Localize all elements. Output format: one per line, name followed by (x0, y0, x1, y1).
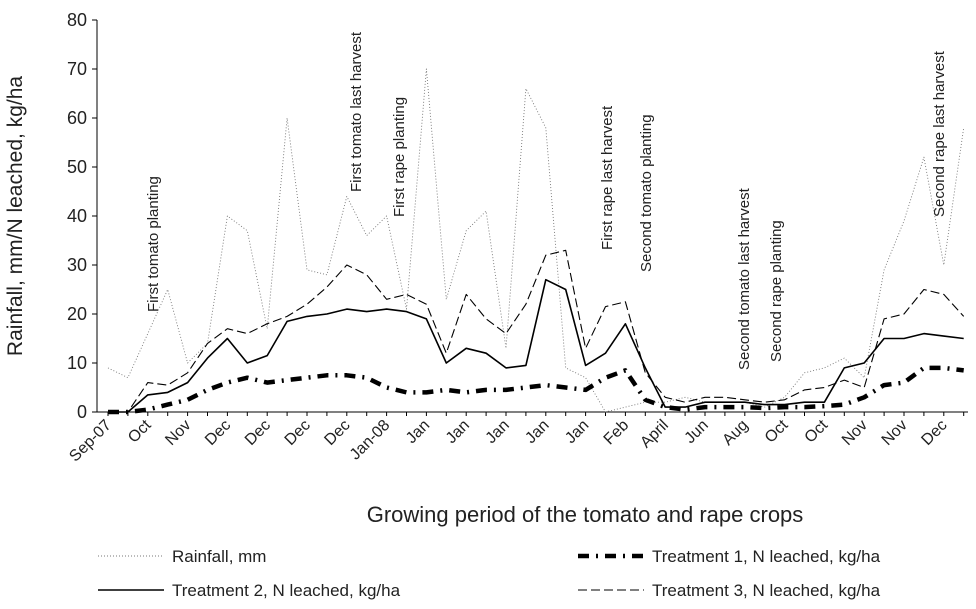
y-tick-label: 70 (67, 59, 87, 79)
x-tick-label: Dec (282, 417, 314, 449)
y-tick-label: 0 (77, 402, 87, 422)
x-tick-label: Jan (562, 417, 592, 447)
x-tick-label: Nov (162, 417, 194, 449)
y-axis-title: Rainfall, mm/N leached, kg/ha (4, 76, 27, 356)
x-tick-label: Nov (879, 417, 911, 449)
y-tick-label: 40 (67, 206, 87, 226)
x-tick-label: Jun (682, 417, 712, 447)
x-tick-label: Dec (242, 417, 274, 449)
x-tick-label: Jan (443, 417, 473, 447)
y-tick-label: 50 (67, 157, 87, 177)
annotation: First rape planting (391, 97, 408, 217)
annotation: First tomato last harvest (348, 31, 365, 192)
x-axis-title: Growing period of the tomato and rape cr… (367, 502, 804, 527)
x-tick-label: Oct (125, 416, 155, 446)
annotation: Second rape planting (768, 220, 785, 362)
annotation: Second tomato last harvest (736, 187, 753, 370)
series-line (108, 365, 964, 415)
legend-label: Rainfall, mm (172, 547, 266, 566)
x-tick-label: Aug (719, 417, 751, 449)
annotation: First rape last harvest (599, 105, 616, 250)
x-tick-label: Sep-07 (66, 417, 115, 466)
x-tick-label: Jan (403, 417, 433, 447)
annotation: Second tomato planting (638, 114, 655, 272)
x-tick-label: Nov (839, 417, 871, 449)
x-tick-label: Dec (202, 417, 234, 449)
y-tick-label: 60 (67, 108, 87, 128)
x-tick-label: Dec (321, 417, 353, 449)
x-tick-label: Jan-08 (347, 417, 394, 464)
annotation: Second rape last harvest (931, 50, 948, 217)
series-line (108, 278, 964, 413)
x-tick-label: Jan (522, 417, 552, 447)
legend-label: Treatment 2, N leached, kg/ha (172, 581, 401, 600)
y-tick-label: 30 (67, 255, 87, 275)
x-tick-label: Feb (601, 417, 633, 449)
x-tick-label: Dec (918, 417, 950, 449)
y-tick-label: 80 (67, 10, 87, 30)
y-tick-label: 20 (67, 304, 87, 324)
y-tick-label: 10 (67, 353, 87, 373)
x-tick-label: Oct (802, 416, 832, 446)
x-tick-label: Jan (483, 417, 513, 447)
legend-label: Treatment 3, N leached, kg/ha (652, 581, 881, 600)
x-tick-label: Oct (762, 416, 792, 446)
series-line (108, 249, 965, 413)
series-line (107, 68, 965, 413)
annotation: First tomato planting (145, 176, 162, 312)
legend-label: Treatment 1, N leached, kg/ha (652, 547, 881, 566)
x-tick-label: April (637, 417, 672, 452)
